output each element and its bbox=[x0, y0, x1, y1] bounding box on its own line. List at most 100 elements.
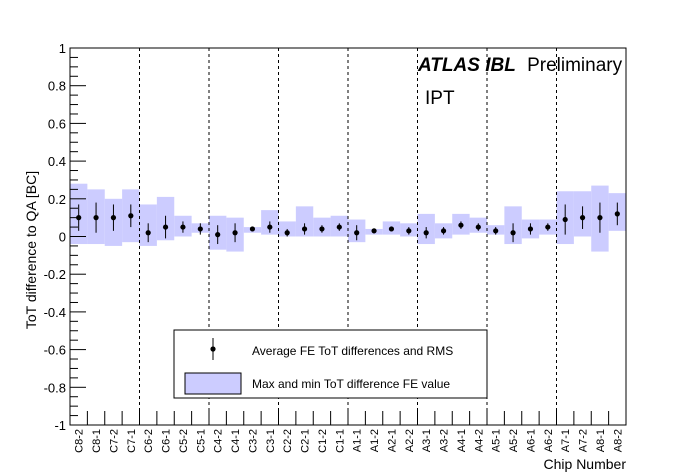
point-marker bbox=[354, 230, 360, 236]
y-tick-label: 1 bbox=[59, 41, 66, 56]
data-point-A1-2 bbox=[371, 228, 377, 234]
point-marker bbox=[336, 224, 342, 230]
point-marker bbox=[545, 224, 551, 230]
point-marker bbox=[597, 215, 603, 221]
x-tick-label-C2-2: C2-2 bbox=[282, 429, 294, 453]
x-tick-label-A8-1: A8-1 bbox=[595, 429, 607, 452]
ipt-tag: IPT bbox=[425, 88, 455, 109]
data-point-C3-1 bbox=[267, 221, 273, 233]
data-point-C6-2 bbox=[145, 223, 151, 243]
x-tick-label-C1-2: C1-2 bbox=[317, 429, 329, 453]
x-tick-label-C3-2: C3-2 bbox=[247, 429, 259, 453]
y-tick-label: -0.4 bbox=[44, 305, 66, 320]
x-tick-label-C1-1: C1-1 bbox=[334, 429, 346, 453]
point-marker bbox=[319, 226, 325, 232]
x-tick-label-A7-2: A7-2 bbox=[578, 429, 590, 452]
point-layer bbox=[76, 202, 620, 245]
y-tick-label: 0.4 bbox=[48, 154, 66, 169]
minmax-band-C2-1 bbox=[295, 206, 314, 237]
point-marker bbox=[527, 226, 534, 232]
data-point-C5-1 bbox=[197, 223, 203, 235]
point-marker bbox=[388, 226, 395, 232]
data-point-C3-2 bbox=[249, 226, 256, 232]
data-point-C4-2 bbox=[215, 225, 221, 245]
data-point-A2-2 bbox=[406, 227, 412, 235]
x-tick-label-C3-1: C3-1 bbox=[265, 429, 277, 453]
point-marker bbox=[475, 224, 481, 230]
x-tick-label-A5-1: A5-1 bbox=[491, 429, 503, 452]
data-point-C5-2 bbox=[180, 221, 186, 233]
point-marker bbox=[93, 215, 99, 221]
x-tick-label-C7-2: C7-2 bbox=[108, 429, 120, 453]
x-tick-label-C4-2: C4-2 bbox=[213, 429, 225, 453]
y-tick-label: 0.6 bbox=[48, 116, 66, 131]
data-point-A1-1 bbox=[354, 225, 360, 241]
point-marker bbox=[406, 228, 412, 234]
point-marker bbox=[232, 230, 238, 236]
point-marker bbox=[458, 222, 464, 228]
text-layer: ToT difference to QA [BC] Chip Number AT… bbox=[23, 41, 626, 472]
y-tick-label: -0.2 bbox=[44, 267, 66, 282]
x-axis-label: Chip Number bbox=[544, 456, 627, 472]
legend: Average FE ToT differences and RMS Max a… bbox=[173, 329, 488, 399]
point-marker bbox=[371, 228, 377, 234]
point-marker bbox=[128, 213, 134, 219]
y-tick-label: 0 bbox=[59, 230, 66, 245]
data-point-A8-1 bbox=[597, 202, 603, 233]
x-tick-label-A3-2: A3-2 bbox=[439, 429, 451, 452]
data-point-C8-1 bbox=[93, 202, 99, 233]
point-marker bbox=[180, 224, 186, 230]
x-tick-label-A2-1: A2-1 bbox=[386, 429, 398, 452]
data-point-A5-1 bbox=[493, 227, 499, 235]
data-point-C8-2 bbox=[76, 204, 82, 231]
data-point-A4-2 bbox=[475, 223, 481, 231]
data-point-A3-2 bbox=[440, 227, 447, 235]
data-point-A7-2 bbox=[579, 206, 586, 229]
point-marker bbox=[145, 230, 151, 236]
y-tick-label: -0.8 bbox=[44, 380, 66, 395]
point-marker bbox=[284, 230, 290, 236]
x-tick-label-C5-2: C5-2 bbox=[178, 429, 190, 453]
x-tick-label-A4-1: A4-1 bbox=[456, 429, 468, 452]
data-point-A6-2 bbox=[545, 223, 551, 231]
point-marker bbox=[614, 211, 620, 217]
x-tick-label-C8-2: C8-2 bbox=[74, 429, 86, 453]
point-marker bbox=[249, 226, 256, 232]
legend-label-band: Max and min ToT difference FE value bbox=[252, 377, 450, 391]
data-point-C7-1 bbox=[128, 204, 134, 228]
x-tick-label-A8-2: A8-2 bbox=[612, 429, 624, 452]
x-tick-label-A1-2: A1-2 bbox=[369, 429, 381, 452]
y-tick-label: 0.8 bbox=[48, 79, 66, 94]
x-tick-label-A5-2: A5-2 bbox=[508, 429, 520, 452]
x-tick-label-C2-1: C2-1 bbox=[300, 429, 312, 453]
data-point-C4-1 bbox=[232, 223, 238, 243]
data-point-C6-1 bbox=[162, 215, 169, 239]
y-axis-label: ToT difference to QA [BC] bbox=[23, 171, 39, 329]
point-marker bbox=[562, 216, 568, 223]
point-marker bbox=[510, 230, 516, 236]
data-point-C2-1 bbox=[301, 223, 308, 235]
y-tick-label: -1 bbox=[54, 418, 66, 433]
x-tick-label-A6-2: A6-2 bbox=[543, 429, 555, 452]
data-point-C7-2 bbox=[110, 204, 117, 231]
point-marker bbox=[493, 228, 499, 234]
data-point-A3-1 bbox=[423, 227, 429, 239]
x-tick-label-C4-1: C4-1 bbox=[230, 429, 242, 453]
x-tick-label-A2-2: A2-2 bbox=[404, 429, 416, 452]
data-point-A7-1 bbox=[562, 204, 568, 235]
data-point-A4-1 bbox=[458, 221, 464, 229]
x-tick-label-A6-1: A6-1 bbox=[525, 429, 537, 452]
x-tick-label-A3-1: A3-1 bbox=[421, 429, 433, 452]
data-point-C1-2 bbox=[319, 225, 325, 233]
x-tick-label-C6-2: C6-2 bbox=[143, 429, 155, 453]
experiment-label: ATLAS IBL bbox=[417, 55, 516, 76]
x-tick-label-A1-1: A1-1 bbox=[352, 429, 364, 452]
point-marker bbox=[267, 224, 273, 230]
legend-label-points: Average FE ToT differences and RMS bbox=[252, 344, 453, 358]
x-tick-label-C5-1: C5-1 bbox=[195, 429, 207, 453]
data-point-A8-2 bbox=[614, 202, 620, 226]
x-tick-label-C6-1: C6-1 bbox=[161, 429, 173, 453]
data-point-A2-1 bbox=[388, 226, 395, 232]
